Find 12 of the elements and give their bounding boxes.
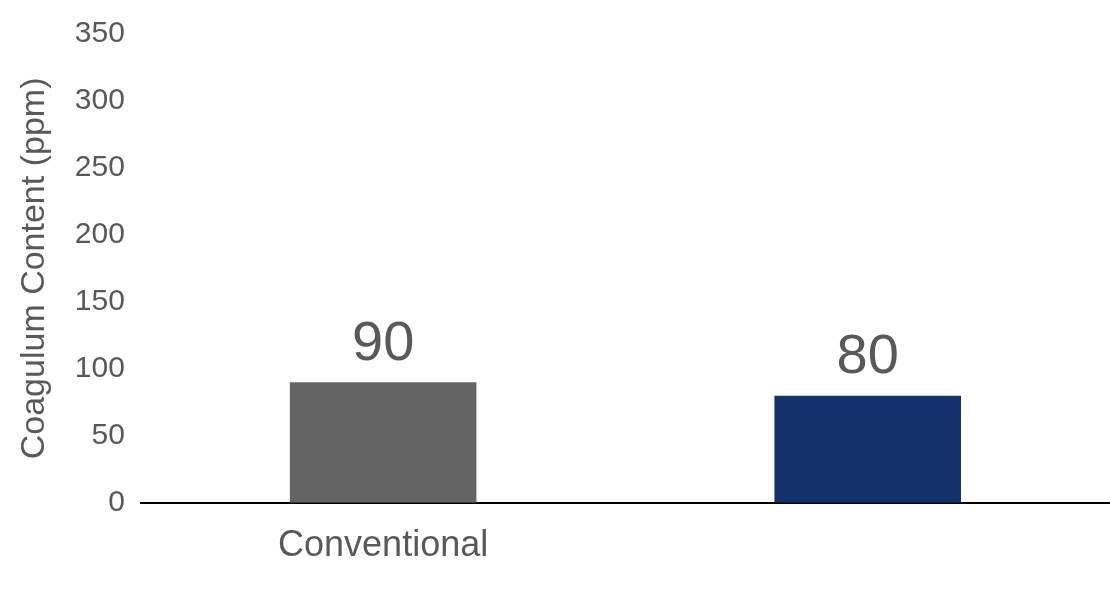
y-tick-label: 200	[74, 216, 125, 250]
y-axis-title: Coagulum Content (ppm)	[12, 77, 51, 460]
y-tick-label: 100	[74, 350, 125, 384]
x-tick-label: Conventional	[278, 523, 489, 565]
y-tick-label: 150	[74, 283, 125, 317]
y-tick-label: 350	[74, 15, 125, 49]
data-label: 80	[836, 322, 899, 386]
data-label: 90	[351, 308, 415, 372]
y-tick-label: 50	[91, 417, 125, 451]
y-tick-label: 0	[108, 484, 125, 518]
y-tick-label: 300	[74, 82, 125, 116]
y-tick-label: 250	[74, 149, 125, 183]
